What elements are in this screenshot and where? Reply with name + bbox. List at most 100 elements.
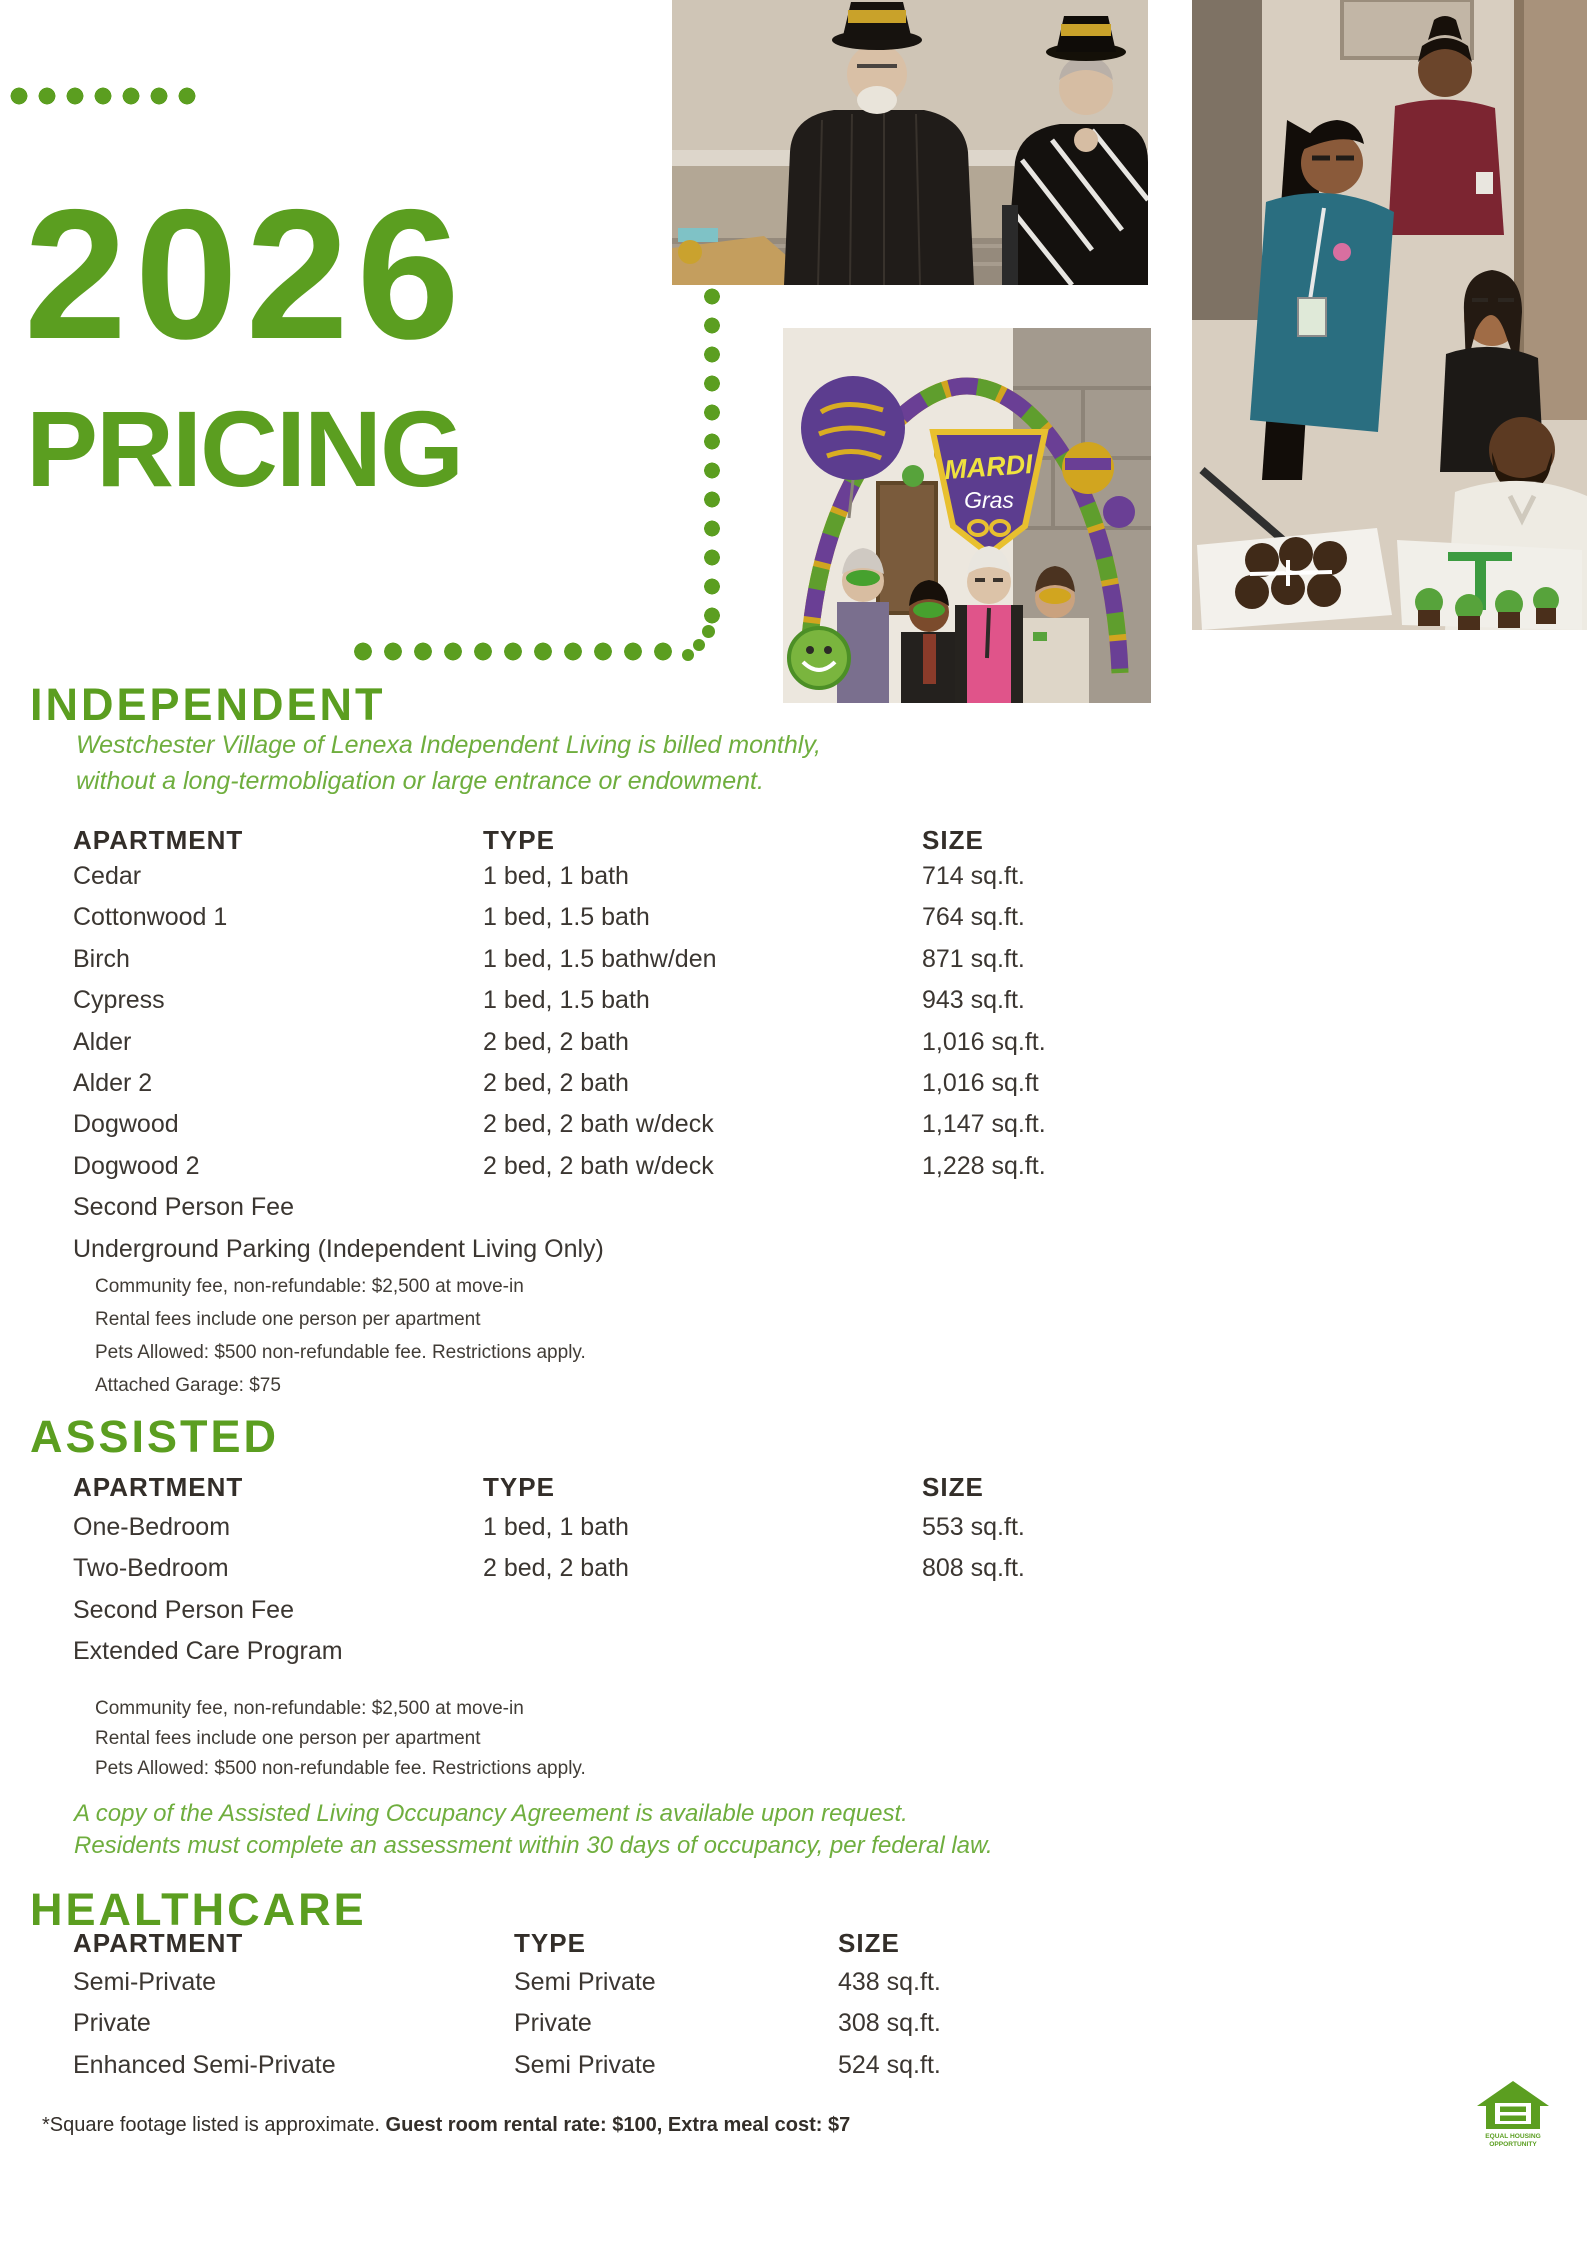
year-title: 2026 bbox=[24, 172, 468, 378]
type-cell: 2 bed, 2 bath bbox=[483, 1027, 629, 1056]
fine-print-line: Community fee, non-refundable: $2,500 at… bbox=[95, 1276, 524, 1297]
apartment-cell: Cottonwood 1 bbox=[73, 903, 228, 932]
pricing-title: PRICING bbox=[26, 388, 464, 509]
size-cell: 943 sq.ft. bbox=[922, 986, 1025, 1015]
apartment-cell: Private bbox=[73, 2009, 151, 2038]
photo-new-years-illustration bbox=[672, 0, 1148, 285]
photo-mardi-gras-illustration: MARDI Gras bbox=[783, 328, 1151, 703]
agreement-note-line2: Residents must complete an assessment wi… bbox=[74, 1832, 993, 1859]
column-header-size: SIZE bbox=[838, 1928, 900, 1958]
apartment-cell: Alder bbox=[73, 1027, 132, 1056]
apartment-cell: Birch bbox=[73, 944, 130, 973]
size-cell bbox=[922, 1631, 1333, 1672]
fee-line-second-person: Second Person Fee bbox=[73, 1193, 294, 1222]
dotted-curve-dot bbox=[682, 649, 694, 661]
type-cell: 2 bed, 2 bath bbox=[483, 1554, 629, 1583]
equal-housing-opportunity-logo: EQUAL HOUSING OPPORTUNITY bbox=[1472, 2080, 1554, 2148]
independent-table-header: APARTMENT TYPE SIZE bbox=[73, 819, 1333, 861]
fee-line-extended-care: Extended Care Program bbox=[73, 1637, 343, 1666]
apartment-cell: Enhanced Semi-Private bbox=[73, 2050, 336, 2079]
size-cell: 1,147 sq.ft. bbox=[922, 1110, 1046, 1139]
equal-housing-house-icon: EQUAL HOUSING OPPORTUNITY bbox=[1477, 2081, 1549, 2148]
dotted-curve-dot bbox=[702, 625, 715, 638]
column-header-type: TYPE bbox=[483, 1472, 555, 1502]
type-cell: 2 bed, 2 bath w/deck bbox=[483, 1110, 714, 1139]
column-header-size: SIZE bbox=[922, 1472, 984, 1502]
apartment-cell: Semi-Private bbox=[73, 1968, 217, 1996]
square-footage-footnote: *Square footage listed is approximate. G… bbox=[42, 2114, 850, 2137]
apartment-cell: Dogwood bbox=[73, 1110, 179, 1139]
assisted-heading: ASSISTED bbox=[30, 1411, 280, 1462]
independent-fine-print: Community fee, non-refundable: $2,500 at… bbox=[95, 1270, 586, 1402]
dotted-accent-horizontal bbox=[348, 642, 678, 661]
dotted-accent-vertical bbox=[703, 253, 721, 630]
size-cell bbox=[922, 1229, 1333, 1270]
type-cell: Private bbox=[514, 2009, 592, 2038]
type-cell bbox=[483, 1187, 922, 1228]
fine-print-line: Community fee, non-refundable: $2,500 at… bbox=[95, 1698, 524, 1719]
size-cell: 1,016 sq.ft. bbox=[922, 1027, 1046, 1056]
column-header-apartment: APARTMENT bbox=[73, 1928, 244, 1958]
column-header-apartment: APARTMENT bbox=[73, 825, 244, 855]
mardi-gras-sign-line1: MARDI bbox=[943, 449, 1034, 485]
size-cell: 714 sq.ft. bbox=[922, 862, 1025, 890]
apartment-cell: Cypress bbox=[73, 986, 165, 1015]
type-cell: 1 bed, 1 bath bbox=[483, 862, 629, 890]
type-cell: 1 bed, 1.5 bathw/den bbox=[483, 944, 717, 973]
size-cell: 1,228 sq.ft. bbox=[922, 1151, 1046, 1180]
type-cell: 1 bed, 1.5 bath bbox=[483, 903, 650, 932]
type-cell bbox=[483, 1229, 922, 1270]
photo-staff-with-cakes bbox=[1192, 0, 1587, 630]
agreement-note-line1: A copy of the Assisted Living Occupancy … bbox=[74, 1800, 908, 1827]
type-cell: 1 bed, 1 bath bbox=[483, 1513, 629, 1541]
size-cell: 308 sq.ft. bbox=[838, 2009, 941, 2038]
assisted-table: One-Bedroom 1 bed, 1 bath 553 sq.ft. Two-B… bbox=[73, 1507, 1333, 1673]
type-cell bbox=[483, 1590, 922, 1631]
healthcare-table: Semi-Private Semi Private 438 sq.ft. Priva… bbox=[73, 1962, 1333, 2086]
fine-print-line: Attached Garage: $75 bbox=[95, 1375, 281, 1396]
independent-table: Cedar 1 bed, 1 bath 714 sq.ft. Cottonwood … bbox=[73, 856, 1333, 1270]
assisted-table-header: APARTMENT TYPE SIZE bbox=[73, 1466, 1333, 1508]
apartment-cell: One-Bedroom bbox=[73, 1513, 231, 1541]
independent-heading: INDEPENDENT bbox=[30, 679, 386, 730]
fine-print-line: Pets Allowed: $500 non-refundable fee. R… bbox=[95, 1342, 586, 1363]
fine-print-line: Rental fees include one person per apart… bbox=[95, 1728, 481, 1749]
fine-print-line: Pets Allowed: $500 non-refundable fee. R… bbox=[95, 1758, 586, 1779]
apartment-cell: Cedar bbox=[73, 862, 142, 890]
size-cell: 764 sq.ft. bbox=[922, 903, 1025, 932]
independent-intro: Westchester Village of Lenexa Independen… bbox=[76, 727, 821, 799]
type-cell: 2 bed, 2 bath w/deck bbox=[483, 1151, 714, 1180]
footnote-plain-text: *Square footage listed is approximate. bbox=[42, 2114, 386, 2136]
apartment-cell: Two-Bedroom bbox=[73, 1554, 229, 1583]
dotted-curve-dot bbox=[693, 639, 705, 651]
column-header-size: SIZE bbox=[922, 825, 984, 855]
size-cell: 808 sq.ft. bbox=[922, 1554, 1025, 1583]
apartment-cell: Dogwood 2 bbox=[73, 1151, 200, 1180]
footnote-bold-text: Guest room rental rate: $100, Extra meal… bbox=[385, 2114, 851, 2136]
fee-line-second-person: Second Person Fee bbox=[73, 1595, 294, 1624]
photo-new-years-residents bbox=[672, 0, 1148, 285]
size-cell: 524 sq.ft. bbox=[838, 2050, 941, 2079]
photo-staff-cakes-illustration bbox=[1192, 0, 1587, 630]
dotted-accent-top-left bbox=[5, 87, 201, 105]
type-cell: 2 bed, 2 bath bbox=[483, 1068, 629, 1097]
healthcare-heading: HEALTHCARE bbox=[30, 1884, 367, 1935]
independent-intro-line1: Westchester Village of Lenexa Independen… bbox=[76, 731, 821, 759]
equal-housing-text-line1: EQUAL HOUSING bbox=[1485, 2133, 1541, 2140]
independent-intro-line2: without a long-termobligation or large e… bbox=[76, 767, 764, 795]
type-cell: Semi Private bbox=[514, 2050, 656, 2079]
type-cell bbox=[483, 1631, 922, 1672]
photo-mardi-gras-booth: MARDI Gras bbox=[783, 328, 1151, 703]
size-cell: 1,016 sq.ft bbox=[922, 1068, 1039, 1097]
column-header-type: TYPE bbox=[514, 1928, 586, 1958]
size-cell bbox=[922, 1187, 1333, 1228]
assisted-agreement-note: A copy of the Assisted Living Occupancy … bbox=[74, 1798, 993, 1862]
column-header-apartment: APARTMENT bbox=[73, 1472, 244, 1502]
apartment-cell: Alder 2 bbox=[73, 1068, 153, 1097]
size-cell: 438 sq.ft. bbox=[838, 1968, 941, 1996]
assisted-fine-print: Community fee, non-refundable: $2,500 at… bbox=[95, 1694, 586, 1784]
mardi-gras-sign-line2: Gras bbox=[964, 487, 1014, 513]
size-cell: 871 sq.ft. bbox=[922, 944, 1025, 973]
size-cell bbox=[922, 1590, 1333, 1631]
equal-housing-text-line2: OPPORTUNITY bbox=[1489, 2141, 1537, 2148]
